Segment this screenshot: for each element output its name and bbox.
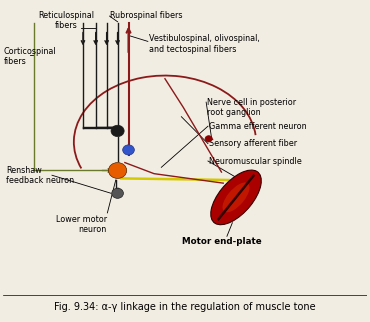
Circle shape: [112, 188, 124, 198]
Circle shape: [111, 125, 124, 137]
Circle shape: [205, 136, 212, 142]
Text: Fig. 9.34: α-γ linkage in the regulation of muscle tone: Fig. 9.34: α-γ linkage in the regulation…: [54, 302, 316, 312]
Ellipse shape: [211, 170, 261, 225]
Text: Vestibulospinal, olivospinal,
and tectospinal fibers: Vestibulospinal, olivospinal, and tectos…: [149, 34, 259, 54]
Text: Neuromuscular spindle: Neuromuscular spindle: [209, 156, 302, 166]
Text: Motor end-plate: Motor end-plate: [182, 237, 261, 246]
Circle shape: [108, 163, 127, 178]
Text: Nerve cell in posterior
root ganglion: Nerve cell in posterior root ganglion: [207, 98, 296, 117]
Text: Renshaw
feedback neuron: Renshaw feedback neuron: [6, 166, 74, 185]
Ellipse shape: [222, 183, 249, 212]
Circle shape: [123, 145, 134, 155]
Text: Lower motor
neuron: Lower motor neuron: [56, 215, 107, 234]
Text: Rubrospinal fibers: Rubrospinal fibers: [110, 11, 183, 20]
Text: Reticulospinal
fibers: Reticulospinal fibers: [38, 11, 95, 30]
Text: Gamma efferent neuron: Gamma efferent neuron: [209, 122, 306, 131]
Text: Corticospinal
fibers: Corticospinal fibers: [3, 47, 56, 66]
Text: Sensory afferent fiber: Sensory afferent fiber: [209, 139, 297, 148]
